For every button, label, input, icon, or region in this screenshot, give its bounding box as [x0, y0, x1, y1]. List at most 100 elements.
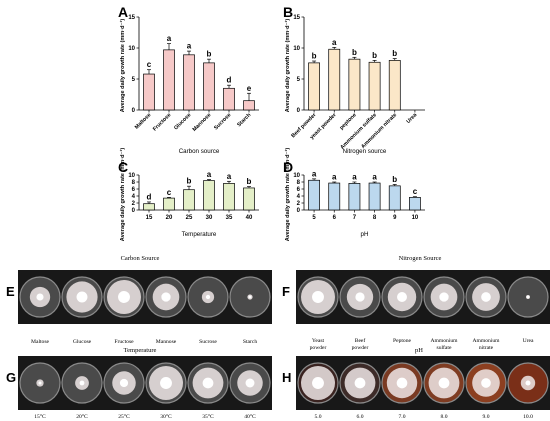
x-tick-label-b: Ammonium nitrate — [360, 112, 398, 150]
x-tick-label-a: Maltose — [134, 112, 152, 130]
y-tick-label-d: 6 — [297, 187, 301, 193]
x-tick-label-d: 5 — [312, 215, 316, 221]
x-tick-label-d: 10 — [412, 215, 419, 221]
plate-label: Starch — [243, 339, 257, 345]
x-axis-label-b: Nitrogen source — [343, 148, 387, 155]
colony-center — [526, 295, 530, 299]
photo-title-h: pH — [415, 347, 423, 354]
y-axis-label-b: Average daily growth rate (mm·d⁻¹) — [284, 19, 291, 113]
x-tick-label-a: Fructose — [152, 112, 172, 132]
bar-a — [143, 73, 155, 111]
y-tick-label-a: 10 — [128, 46, 135, 52]
significance-letter-b: b — [372, 51, 377, 60]
x-axis-label-d: pH — [361, 231, 369, 238]
significance-letter-a: e — [247, 84, 252, 93]
bar-a — [243, 100, 255, 111]
y-tick-label-c: 2 — [132, 201, 136, 207]
colony-center — [202, 377, 214, 389]
x-tick-label-c: 25 — [186, 215, 193, 221]
colony-center — [481, 378, 491, 388]
y-tick-label-c: 0 — [132, 208, 136, 214]
significance-letter-a: a — [187, 42, 192, 51]
bar-c — [223, 183, 235, 211]
x-tick-label-a: Mannose — [192, 112, 213, 133]
y-tick-label-c: 6 — [132, 187, 136, 193]
colony-center — [438, 377, 450, 389]
plate-label: Mannose — [156, 339, 177, 345]
x-tick-label-a: Starch — [236, 112, 252, 128]
bar-b — [348, 58, 361, 111]
significance-letter-d: a — [332, 173, 337, 182]
colony-center — [119, 378, 129, 388]
significance-letter-d: a — [352, 173, 357, 182]
bar-a — [223, 87, 235, 111]
panel-letter-g: G — [6, 370, 16, 385]
plates-h: 5.0 6.0 7.0 8.0 9.0 10.0 — [297, 362, 549, 420]
y-tick-label-d: 2 — [297, 201, 301, 207]
colony-center — [396, 377, 408, 389]
plates-e: Maltose Glucose Fructose Mannose Sucrose Star… — [19, 276, 271, 345]
plates-g: 15°C 20°C 25°C 30°C 35°C 40°C — [19, 362, 271, 420]
x-tick-label-c: 30 — [206, 215, 213, 221]
y-tick-label-d: 4 — [297, 194, 301, 200]
plate-label: Urea — [523, 338, 534, 344]
panel-letter-a: A — [118, 4, 128, 20]
bar-b — [368, 61, 381, 111]
significance-letter-c: b — [187, 177, 192, 186]
colony-center — [76, 291, 88, 303]
significance-letter-b: b — [352, 48, 357, 57]
significance-letter-b: b — [392, 49, 397, 58]
significance-letter-d: c — [413, 187, 418, 196]
bar-a — [163, 49, 175, 111]
plate-label: 40°C — [244, 413, 256, 420]
x-tick-label-c: 40 — [246, 215, 253, 221]
x-tick-label-d: 6 — [333, 215, 337, 221]
bar-c — [203, 180, 215, 211]
y-tick-label-b: 5 — [297, 77, 301, 83]
plate-label: 10.0 — [523, 414, 533, 420]
x-axis-label-a: Carbon source — [179, 148, 220, 155]
colony-center — [355, 292, 365, 302]
significance-letter-d: b — [392, 175, 397, 184]
panel-letter-c: C — [118, 159, 128, 175]
x-tick-label-a: Sucrose — [213, 112, 232, 131]
plate-label: Beef powder — [352, 337, 369, 351]
bar-c — [183, 189, 195, 211]
bar-b — [328, 48, 341, 111]
colony-center — [312, 291, 324, 303]
x-tick-label-a: Glucose — [173, 112, 192, 131]
y-axis-label-d: Average daily growth rate (mm·d⁻¹) — [284, 148, 291, 242]
bar-d — [328, 182, 341, 211]
plate-label-line: Yeast — [312, 338, 325, 344]
bar-b — [388, 60, 401, 111]
colony-center — [354, 377, 366, 389]
bar-d — [348, 183, 361, 211]
panel-letter-d: D — [283, 159, 293, 175]
y-tick-label-c: 8 — [132, 180, 136, 186]
y-axis-label-a: Average daily growth rate (mm·d⁻¹) — [119, 19, 126, 113]
bar-c — [163, 197, 175, 211]
photo-title-f: Nitrogen Source — [399, 255, 442, 262]
plate-label-line: Ammonium — [430, 338, 458, 344]
plate-label: Fructose — [114, 339, 134, 345]
y-tick-label-c: 4 — [132, 194, 136, 200]
bar-a — [203, 62, 215, 111]
y-tick-label-a: 0 — [132, 108, 136, 114]
plate-label: Maltose — [31, 339, 50, 345]
significance-letter-b: b — [312, 52, 317, 61]
plate-label: 7.0 — [399, 414, 406, 420]
plate-label: 25°C — [118, 413, 130, 420]
bar-c — [143, 203, 155, 211]
colony-center — [205, 294, 211, 300]
bar-a — [183, 54, 195, 111]
photo-title-g: Temperature — [124, 347, 157, 354]
plate-label: 8.0 — [441, 414, 448, 420]
plate-label: 20°C — [76, 413, 88, 420]
significance-letter-c: a — [227, 172, 232, 181]
plate-label: 15°C — [34, 413, 46, 420]
significance-letter-a: a — [167, 34, 172, 43]
